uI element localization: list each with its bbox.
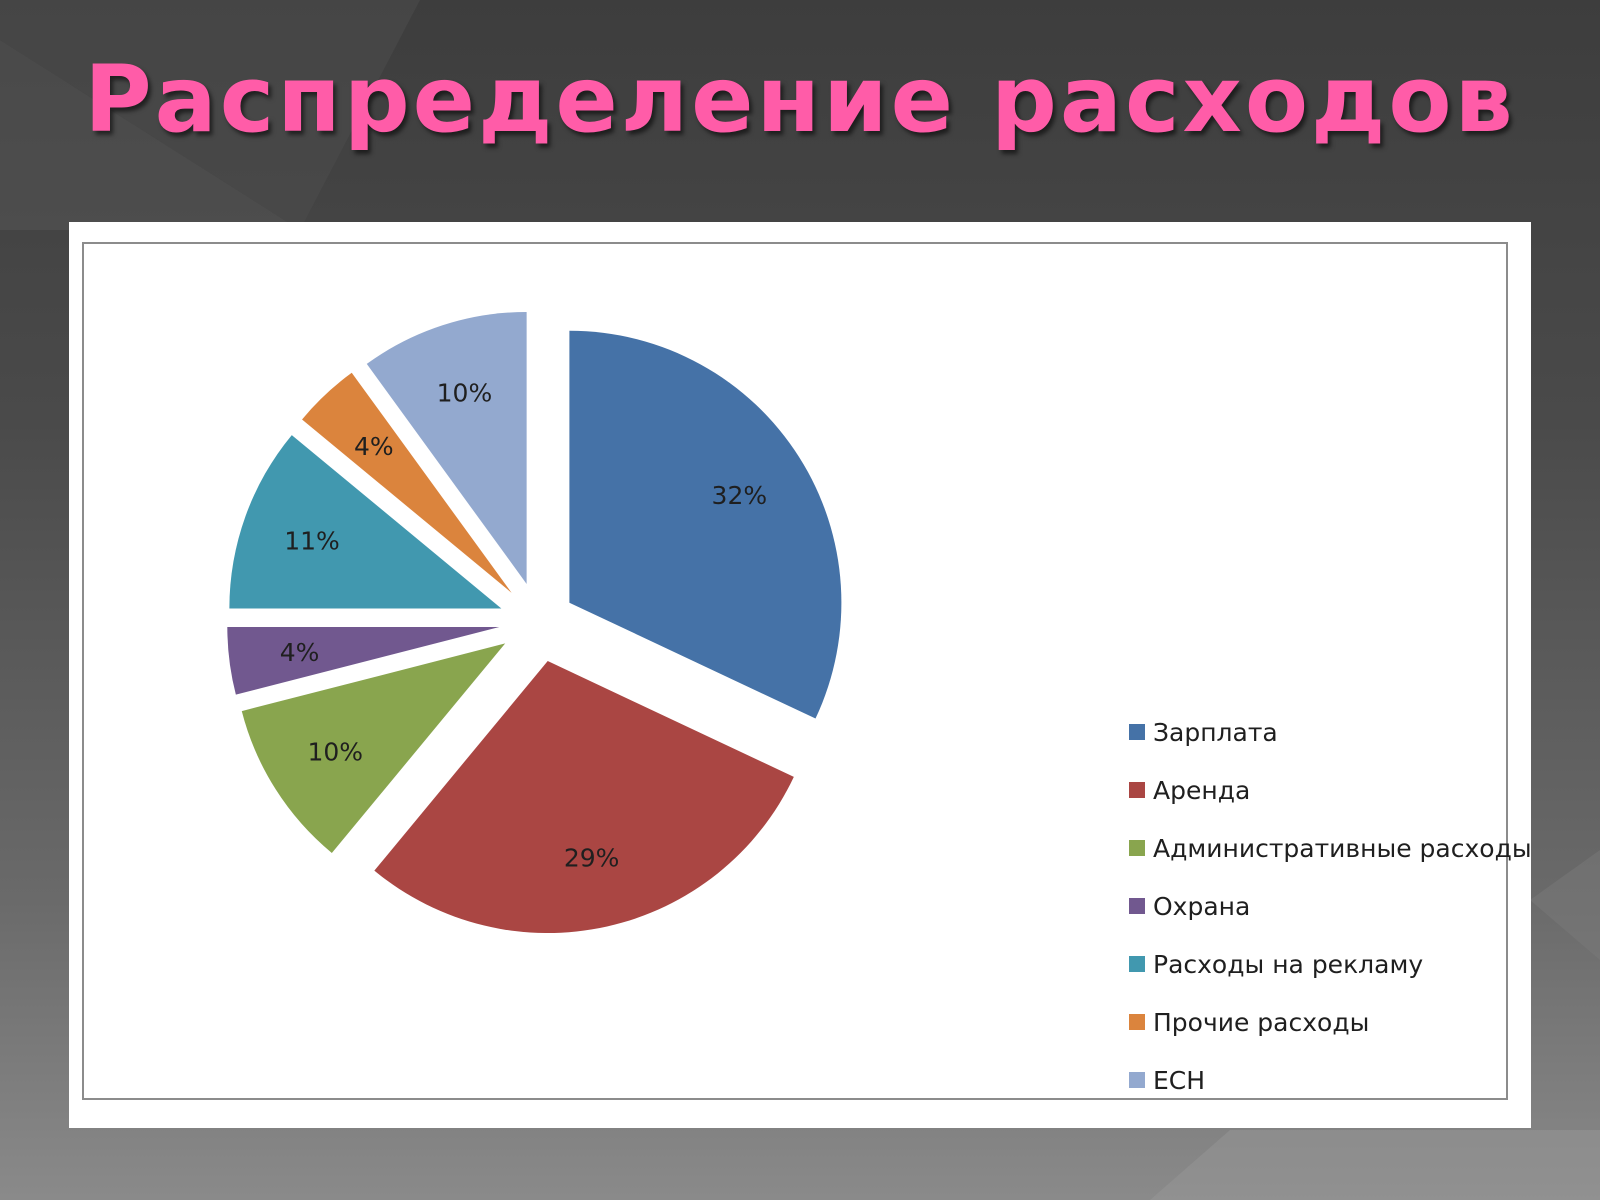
legend-item-4: Охрана (1129, 877, 1532, 935)
pie-data-label-1: 32% (712, 481, 768, 510)
pie-chart: 32% 29% 10% 4% 11% 4% 10% (227, 311, 842, 934)
pie-data-label-6: 4% (354, 432, 394, 461)
pie-data-label-5: 11% (284, 526, 340, 555)
pie-data-label-3: 10% (307, 737, 363, 766)
legend-item-7: ЕСН (1129, 1051, 1532, 1109)
pie-slice-3 (241, 643, 506, 854)
pie-slice-1 (569, 330, 842, 719)
pie-slice-2 (374, 661, 794, 934)
pie-slice-4 (227, 627, 500, 695)
legend-label: Аренда (1153, 775, 1251, 805)
legend-swatch (1129, 1072, 1145, 1088)
slide-title: Распределение расходов (84, 46, 1516, 153)
legend-label: Охрана (1153, 891, 1251, 921)
pie-data-label-2: 29% (564, 843, 620, 872)
legend-item-1: Зарплата (1129, 703, 1532, 761)
legend-item-3: Административные расходы (1129, 819, 1532, 877)
legend-label: Расходы на рекламу (1153, 949, 1424, 979)
legend-item-5: Расходы на рекламу (1129, 935, 1532, 993)
pie-data-label-4: 4% (280, 638, 320, 667)
legend-item-2: Аренда (1129, 761, 1532, 819)
chart-legend: Зарплата Аренда Административные расходы Ох… (1129, 703, 1532, 1109)
pie-data-label-7: 10% (437, 379, 493, 408)
pie-slice-7 (366, 311, 527, 584)
pie-slice-5 (229, 435, 502, 609)
legend-label: Зарплата (1153, 717, 1278, 747)
legend-item-6: Прочие расходы (1129, 993, 1532, 1051)
legend-swatch (1129, 956, 1145, 972)
chart-plot-area (82, 242, 1508, 1100)
legend-label: ЕСН (1153, 1065, 1206, 1095)
legend-swatch (1129, 1014, 1145, 1030)
legend-swatch (1129, 724, 1145, 740)
legend-swatch (1129, 782, 1145, 798)
chart-panel: 32% 29% 10% 4% 11% 4% 10% Зарплата Аренда Админи… (69, 222, 1532, 1128)
legend-label: Административные расходы (1153, 833, 1532, 863)
legend-swatch (1129, 898, 1145, 914)
legend-swatch (1129, 840, 1145, 856)
legend-label: Прочие расходы (1153, 1007, 1370, 1037)
pie-slice-6 (302, 372, 512, 593)
